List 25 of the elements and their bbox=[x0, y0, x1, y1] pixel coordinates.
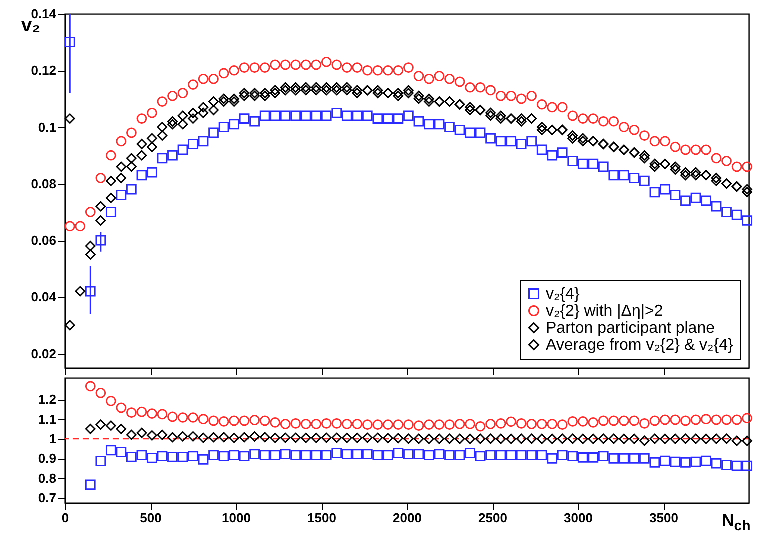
y-tick-label: 0.12 bbox=[31, 63, 56, 78]
x-tick-label: 500 bbox=[140, 510, 162, 526]
x-tick-label: 2000 bbox=[393, 510, 422, 526]
x-tick-label: 3000 bbox=[564, 510, 593, 526]
x-tick-label: 3500 bbox=[650, 510, 678, 526]
legend-label: v₂{4} bbox=[546, 286, 580, 303]
y-tick-label: 0.7 bbox=[38, 490, 56, 506]
y-tick-label: 0.8 bbox=[38, 470, 56, 486]
y-tick-label: 0.04 bbox=[31, 290, 58, 305]
y-tick-label: 0.9 bbox=[38, 451, 56, 466]
x-tick-label: 0 bbox=[62, 510, 70, 526]
legend-label: Average from v₂{2} & v₂{4} bbox=[546, 337, 734, 354]
y-tick-label: 0.08 bbox=[31, 176, 56, 192]
y-tick-label: 1.2 bbox=[38, 392, 56, 408]
x-tick-label: 2500 bbox=[478, 510, 508, 526]
y-tick-label: 0.02 bbox=[31, 346, 56, 362]
y-tick-label: 1 bbox=[49, 432, 56, 447]
x-tick-label: 1500 bbox=[308, 510, 336, 526]
y-tick-label: 0.1 bbox=[38, 120, 56, 135]
legend-label: Parton participant plane bbox=[546, 320, 716, 337]
x-tick-label: 1000 bbox=[222, 510, 251, 526]
legend-label: v₂{2} with |Δη|>2 bbox=[546, 303, 664, 320]
y-tick-label: 0.06 bbox=[31, 233, 56, 248]
y-tick-label: 1.1 bbox=[38, 412, 56, 427]
x-axis-title: N$_{ch}$ bbox=[722, 511, 751, 534]
